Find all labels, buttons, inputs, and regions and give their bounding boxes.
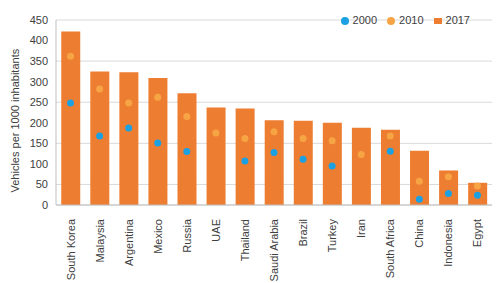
svg-text:250: 250	[30, 96, 48, 108]
svg-text:UAE: UAE	[210, 219, 222, 242]
svg-text:100: 100	[30, 158, 48, 170]
svg-text:200: 200	[30, 117, 48, 129]
svg-text:400: 400	[30, 34, 48, 46]
svg-text:150: 150	[30, 137, 48, 149]
html-text:2017: 2017	[445, 14, 470, 26]
svg-text:Brazil: Brazil	[297, 219, 309, 247]
svg-text:350: 350	[30, 55, 48, 67]
svg-text:Malaysia: Malaysia	[94, 218, 106, 262]
svg-text:300: 300	[30, 76, 48, 88]
svg-text:0: 0	[42, 199, 48, 211]
svg-text:Argentina: Argentina	[123, 218, 135, 266]
svg-text:Thailand: Thailand	[239, 219, 251, 261]
svg-text:South Korea: South Korea	[65, 218, 77, 280]
svg-text:Iran: Iran	[355, 219, 367, 238]
svg-text:Vehicles per 1000 inhabitants: Vehicles per 1000 inhabitants	[9, 48, 21, 192]
svg-text:450: 450	[30, 14, 48, 26]
svg-text:Indonesia: Indonesia	[442, 218, 454, 267]
svg-text:Russia: Russia	[181, 218, 193, 253]
svg-text:Turkey: Turkey	[326, 219, 338, 253]
svg-text:Mexico: Mexico	[152, 219, 164, 254]
svg-text:50: 50	[36, 178, 48, 190]
html-text:2010: 2010	[399, 14, 424, 26]
svg-text:South Africa: South Africa	[384, 218, 396, 278]
html-text:2000: 2000	[352, 14, 377, 26]
svg-text:Saudi Arabia: Saudi Arabia	[268, 218, 280, 281]
svg-text:China: China	[413, 218, 425, 248]
svg-text:Egypt: Egypt	[471, 219, 483, 247]
